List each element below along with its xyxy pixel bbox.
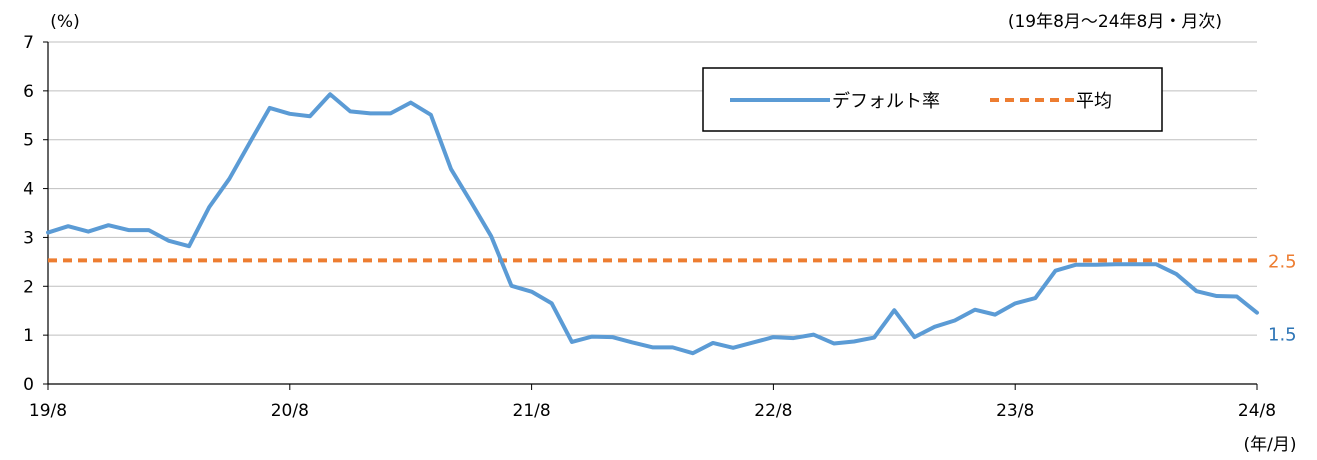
x-tick-label-2: 21/8 xyxy=(513,401,551,421)
x-tick-label-4: 23/8 xyxy=(996,401,1034,421)
y-unit-label: (%) xyxy=(50,12,79,32)
y-tick-label-7: 7 xyxy=(23,33,34,53)
legend: デフォルト率 平均 xyxy=(702,67,1163,132)
y-axis-ticks: 0 1 2 3 4 5 6 7 xyxy=(23,33,48,395)
legend-label-average: 平均 xyxy=(1076,91,1112,112)
series-layer xyxy=(46,92,1259,356)
y-tick-label-0: 0 xyxy=(23,375,34,395)
y-tick-label-6: 6 xyxy=(23,82,34,102)
x-tick-label-3: 22/8 xyxy=(754,401,792,421)
x-tick-label-5: 24/8 xyxy=(1238,401,1276,421)
end-label-average: 2.5 xyxy=(1268,251,1297,272)
y-tick-label-3: 3 xyxy=(23,228,34,248)
y-tick-label-2: 2 xyxy=(23,277,34,297)
x-tick-label-1: 20/8 xyxy=(271,401,309,421)
x-axis-ticks: 19/8 20/8 21/8 22/8 23/8 24/8 xyxy=(29,384,1276,421)
y-tick-label-1: 1 xyxy=(23,326,34,346)
y-tick-label-4: 4 xyxy=(23,180,34,200)
legend-label-default-rate: デフォルト率 xyxy=(832,91,940,112)
default-rate-line xyxy=(46,92,1259,356)
y-tick-label-5: 5 xyxy=(23,131,34,151)
period-note: (19年8月～24年8月・月次) xyxy=(1008,12,1222,32)
axes xyxy=(47,42,1257,385)
x-unit-label: (年/月) xyxy=(1244,435,1297,455)
end-label-default-rate: 1.5 xyxy=(1268,325,1297,346)
x-tick-label-0: 19/8 xyxy=(29,401,67,421)
